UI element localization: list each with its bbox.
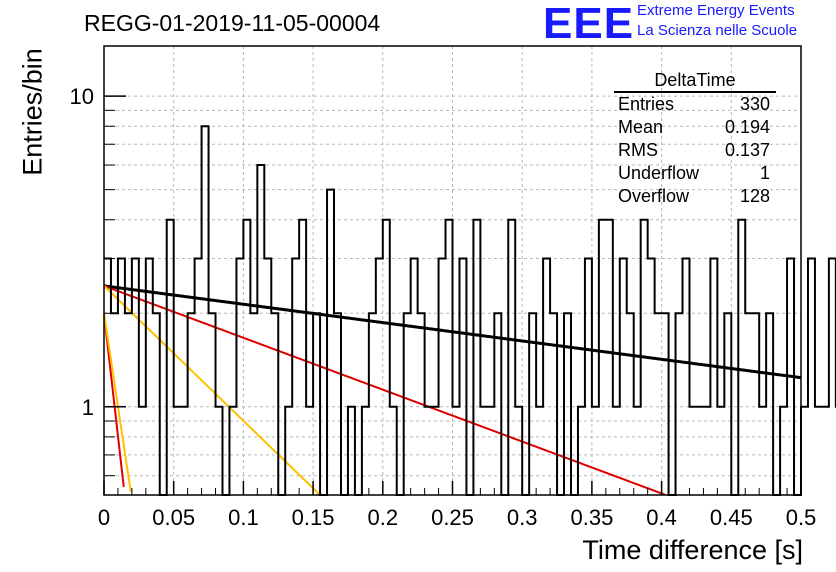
x-tick-label: 0.35 bbox=[570, 505, 613, 530]
stats-value: 330 bbox=[739, 94, 770, 114]
stats-label: Overflow bbox=[618, 186, 690, 206]
fit-curve-3 bbox=[103, 313, 125, 488]
chart-title: REGG-01-2019-11-05-00004 bbox=[84, 10, 381, 36]
histogram-line bbox=[104, 125, 836, 496]
eee-logo: EEE bbox=[543, 0, 635, 48]
stats-label: RMS bbox=[618, 140, 658, 160]
stats-label: Underflow bbox=[618, 163, 700, 183]
stats-value: 128 bbox=[739, 186, 770, 206]
x-tick-label: 0.5 bbox=[786, 505, 817, 530]
x-axis-label: Time difference [s] bbox=[582, 535, 803, 565]
stats-label: Mean bbox=[618, 117, 664, 137]
logo-line-2: La Scienza nelle Scuole bbox=[637, 22, 798, 39]
x-tick-label: 0.2 bbox=[368, 505, 399, 530]
fit-curve-2 bbox=[103, 285, 321, 496]
x-tick-label: 0 bbox=[98, 505, 110, 530]
x-tick-label: 0.3 bbox=[507, 505, 538, 530]
stats-title: DeltaTime bbox=[614, 70, 776, 93]
y-axis-ticks: 1 10 bbox=[70, 84, 126, 477]
x-tick-label: 0.1 bbox=[228, 505, 259, 530]
stats-box: DeltaTime Entries 330 Mean 0.194 RMS 0.1… bbox=[614, 70, 776, 208]
x-tick-label: 0.05 bbox=[152, 505, 195, 530]
fit-curve-4 bbox=[103, 313, 132, 492]
stats-row-rms: RMS 0.137 bbox=[614, 139, 776, 162]
stats-value: 1 bbox=[759, 163, 770, 183]
y-tick-label: 10 bbox=[70, 84, 94, 109]
y-tick-label: 1 bbox=[82, 395, 94, 420]
stats-label: Entries bbox=[618, 94, 675, 114]
stats-row-mean: Mean 0.194 bbox=[614, 116, 776, 139]
x-tick-label: 0.25 bbox=[431, 505, 474, 530]
x-axis-ticks: 0 0.05 0.1 0.15 0.2 0.25 0.3 0.35 0.4 0.45 0.5 bbox=[98, 481, 816, 530]
stats-value: 0.194 bbox=[724, 117, 770, 137]
x-tick-label: 0.45 bbox=[710, 505, 753, 530]
stats-value: 0.137 bbox=[724, 140, 770, 160]
y-axis-label: Entries/bin bbox=[17, 48, 48, 176]
x-tick-label: 0.15 bbox=[292, 505, 335, 530]
x-tick-label: 0.4 bbox=[646, 505, 677, 530]
stats-row-entries: Entries 330 bbox=[614, 93, 776, 116]
stats-row-overflow: Overflow 128 bbox=[614, 185, 776, 208]
logo-line-1: Extreme Energy Events bbox=[637, 2, 795, 19]
stats-row-underflow: Underflow 1 bbox=[614, 162, 776, 185]
